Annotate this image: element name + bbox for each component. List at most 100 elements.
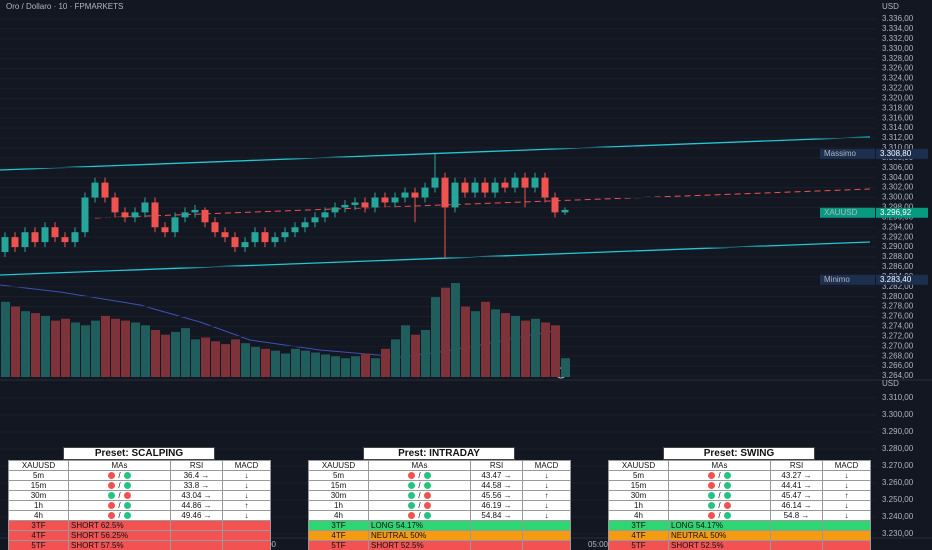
summary-empty bbox=[522, 540, 571, 550]
mas-cell: / bbox=[68, 470, 171, 481]
y-tick-label: 3.280,00 bbox=[882, 292, 914, 301]
candle-body bbox=[91, 182, 99, 198]
candle-body bbox=[421, 187, 429, 198]
y-tick-label: 3.304,00 bbox=[882, 173, 914, 182]
candle-body bbox=[101, 182, 109, 198]
summary-empty bbox=[522, 530, 571, 541]
ma-separator: / bbox=[118, 481, 121, 490]
volume-bar bbox=[521, 320, 530, 377]
macd-cell: ↓ bbox=[222, 490, 271, 501]
summary-text: NEUTRAL 50% bbox=[368, 530, 471, 541]
volume-bar bbox=[121, 320, 130, 377]
summary-row: 5TF SHORT 52.5% bbox=[608, 540, 871, 550]
candle-body bbox=[381, 197, 389, 203]
row: 1h / 46.14 → ↓ bbox=[608, 500, 871, 511]
y-tick-label: 3.306,00 bbox=[882, 163, 914, 172]
mas-cell: / bbox=[668, 500, 771, 511]
summary-text: SHORT 56.25% bbox=[68, 530, 171, 541]
tf-cell: 15m bbox=[8, 480, 69, 491]
table-title: Prest: INTRADAY bbox=[363, 447, 515, 460]
summary-empty bbox=[822, 530, 871, 541]
ma-dot bbox=[423, 472, 431, 480]
volume-bar bbox=[381, 348, 390, 377]
ma-separator: / bbox=[118, 471, 121, 480]
rsi-cell: 49.46 → bbox=[170, 510, 223, 521]
candle-body bbox=[451, 182, 459, 208]
mas-cell: / bbox=[668, 490, 771, 501]
volume-bar bbox=[161, 334, 170, 377]
volume-bar bbox=[481, 301, 490, 377]
candle-body bbox=[301, 222, 309, 228]
macd-cell: ↓ bbox=[522, 510, 571, 521]
y-tick-label: 3.290,00 bbox=[882, 427, 914, 436]
ma-dot bbox=[408, 492, 416, 500]
volume-bar bbox=[51, 320, 60, 377]
ma-dot bbox=[423, 502, 431, 510]
table: XAUUSD MAs RSI MACD 5m/43.27 → ↓ 15m/44.41 → ↓ 3… bbox=[608, 460, 871, 550]
marker-value-box bbox=[876, 207, 928, 218]
table-title: Preset: SWING bbox=[663, 447, 815, 460]
volume-bar bbox=[391, 339, 400, 377]
volume-bar bbox=[21, 311, 30, 377]
y-tick-label: 3.268,00 bbox=[882, 351, 914, 360]
ma-dot bbox=[708, 502, 716, 510]
volume-bar bbox=[341, 358, 350, 377]
summary-empty bbox=[770, 530, 823, 541]
mas-cell: / bbox=[68, 480, 171, 491]
candle-body bbox=[81, 197, 89, 233]
rsi-cell: 44.86 → bbox=[170, 500, 223, 511]
candle-body bbox=[291, 227, 299, 233]
candle-body bbox=[511, 177, 519, 188]
y-tick-label: 3.310,00 bbox=[882, 393, 914, 402]
volume-bar bbox=[41, 315, 50, 377]
header-cell: MACD bbox=[522, 460, 571, 471]
y-tick-label: 3.266,00 bbox=[882, 361, 914, 370]
ma-dot bbox=[423, 512, 431, 520]
tf-cell: 1h bbox=[608, 500, 669, 511]
summary-tf: 5TF bbox=[8, 540, 69, 550]
candle-body bbox=[401, 192, 409, 198]
mas-cell: / bbox=[668, 480, 771, 491]
volume-bar bbox=[11, 306, 20, 377]
summary-empty bbox=[470, 530, 523, 541]
volume-bar bbox=[491, 309, 500, 377]
marker-value-box bbox=[876, 274, 928, 285]
indicator-table: Preset: SWING XAUUSD MAs RSI MACD 5m/43.27 → ↓… bbox=[608, 447, 871, 550]
ma-dot bbox=[408, 472, 416, 480]
tf-cell: 15m bbox=[308, 480, 369, 491]
volume-bar bbox=[211, 341, 220, 377]
row: 4h / 54.84 → ↓ bbox=[308, 510, 571, 521]
y-tick-label: 3.294,00 bbox=[882, 222, 914, 231]
ma-dot bbox=[708, 492, 716, 500]
candle-body bbox=[411, 192, 419, 198]
candle-body bbox=[491, 182, 499, 193]
volume-bar bbox=[71, 322, 80, 377]
tf-cell: 15m bbox=[608, 480, 669, 491]
ma-separator: / bbox=[718, 471, 721, 480]
macd-cell: ↓ bbox=[222, 480, 271, 491]
ma-separator: / bbox=[118, 501, 121, 510]
ma-dot bbox=[723, 502, 731, 510]
y-tick-label: 3.302,00 bbox=[882, 183, 914, 192]
summary-tf: 5TF bbox=[308, 540, 369, 550]
volume-bar bbox=[351, 356, 360, 377]
macd-cell: ↓ bbox=[222, 510, 271, 521]
ma-dot bbox=[123, 482, 131, 490]
candle-body bbox=[321, 212, 329, 218]
row: 5m / 36.4 → ↓ bbox=[8, 470, 271, 481]
y-tick-label: 3.276,00 bbox=[882, 312, 914, 321]
volume-bar bbox=[511, 315, 520, 377]
tf-cell: 30m bbox=[8, 490, 69, 501]
y-tick-label: 3.320,00 bbox=[882, 93, 914, 102]
candle-body bbox=[481, 182, 489, 193]
summary-tf: 4TF bbox=[8, 530, 69, 541]
macd-cell: ↓ bbox=[522, 500, 571, 511]
marker-value: 3.283,40 bbox=[880, 275, 912, 284]
row: 15m / 44.41 → ↓ bbox=[608, 480, 871, 491]
macd-cell: ↓ bbox=[522, 470, 571, 481]
y-tick-label: 3.336,00 bbox=[882, 14, 914, 23]
macd-cell: ↓ bbox=[222, 470, 271, 481]
row: 15m / 33.8 → ↓ bbox=[8, 480, 271, 491]
volume-bar bbox=[411, 334, 420, 377]
